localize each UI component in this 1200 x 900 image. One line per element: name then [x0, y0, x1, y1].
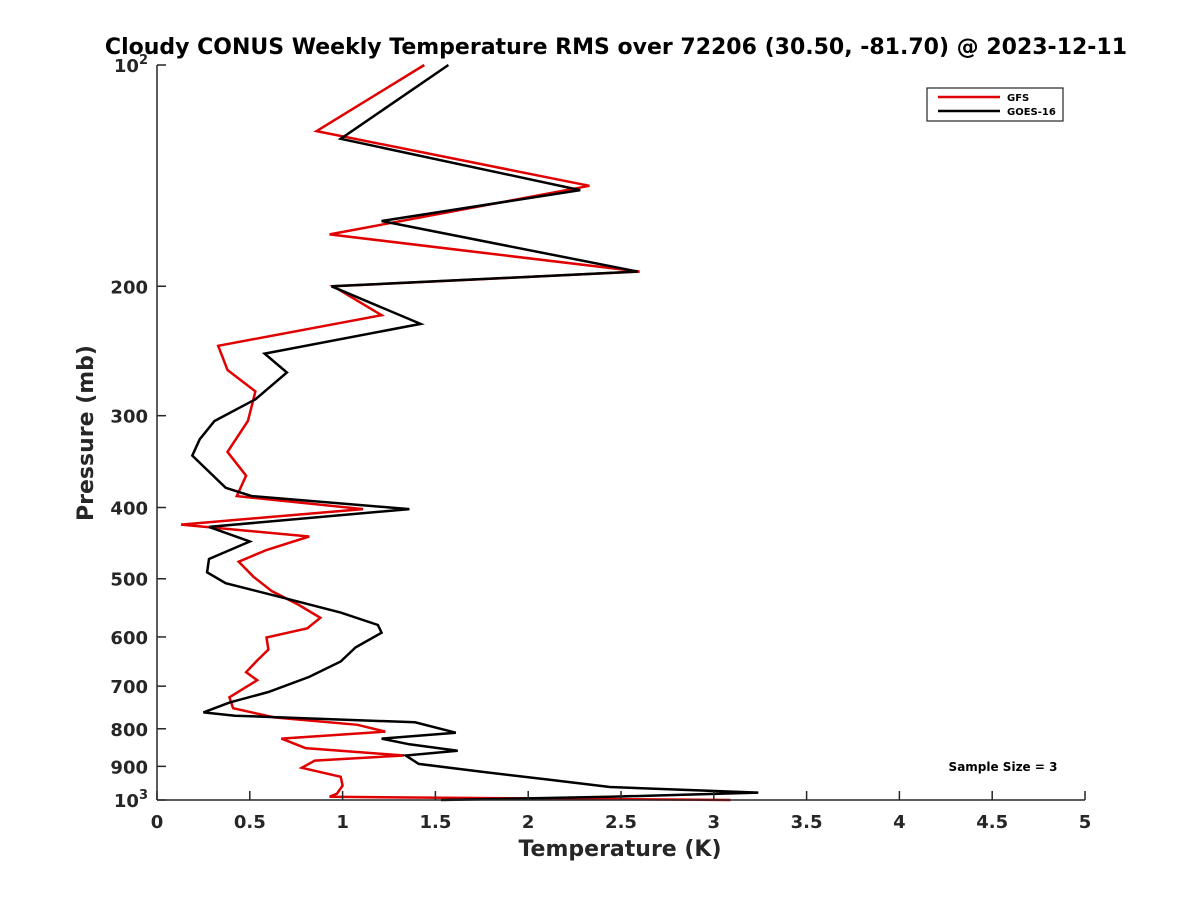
x-tick-label: 5 [1079, 812, 1092, 833]
y-tick-label: 600 [110, 628, 148, 649]
y-tick-label: 400 [110, 499, 148, 520]
y-tick-base: 10 [114, 791, 139, 812]
y-tick-label: 700 [110, 677, 148, 698]
y-tick-label: 900 [110, 757, 148, 778]
legend-label-goes16: GOES-16 [1007, 107, 1056, 118]
series-line-goes16 [190, 63, 759, 802]
y-axis-label: Pressure (mb) [74, 345, 99, 521]
x-tick-label: 0.5 [234, 812, 266, 833]
y-tick-exponent: 3 [139, 788, 148, 803]
chart-title: Cloudy CONUS Weekly Temperature RMS over… [105, 35, 1127, 60]
y-tick-label: 102 [114, 53, 148, 77]
x-tick-label: 3 [708, 812, 721, 833]
x-tick-label: 4 [893, 812, 906, 833]
x-tick-label: 1.5 [419, 812, 451, 833]
y-tick-label: 800 [110, 720, 148, 741]
x-ticks: 0 0.5 1 1.5 2 2.5 3 3.5 4 4.5 5 [151, 791, 1092, 833]
x-axis-label: Temperature (K) [518, 837, 721, 862]
y-tick-base: 10 [114, 56, 139, 77]
legend-box [926, 87, 1064, 122]
sample-size-annotation: Sample Size = 3 [949, 760, 1058, 774]
legend: GFS GOES-16 [926, 87, 1064, 122]
x-tick-label: 0 [151, 812, 164, 833]
y-tick-label: 200 [110, 277, 148, 298]
x-tick-label: 2.5 [605, 812, 637, 833]
y-tick-label: 103 [114, 788, 148, 812]
x-tick-label: 4.5 [976, 812, 1008, 833]
legend-label-gfs: GFS [1007, 93, 1029, 104]
y-tick-label: 300 [110, 407, 148, 428]
x-tick-label: 1 [336, 812, 349, 833]
series-layer [180, 63, 759, 802]
y-tick-label: 500 [110, 570, 148, 591]
series-line-gfs [180, 63, 731, 802]
y-tick-exponent: 2 [139, 53, 148, 68]
x-tick-label: 2 [522, 812, 535, 833]
x-tick-label: 3.5 [791, 812, 823, 833]
